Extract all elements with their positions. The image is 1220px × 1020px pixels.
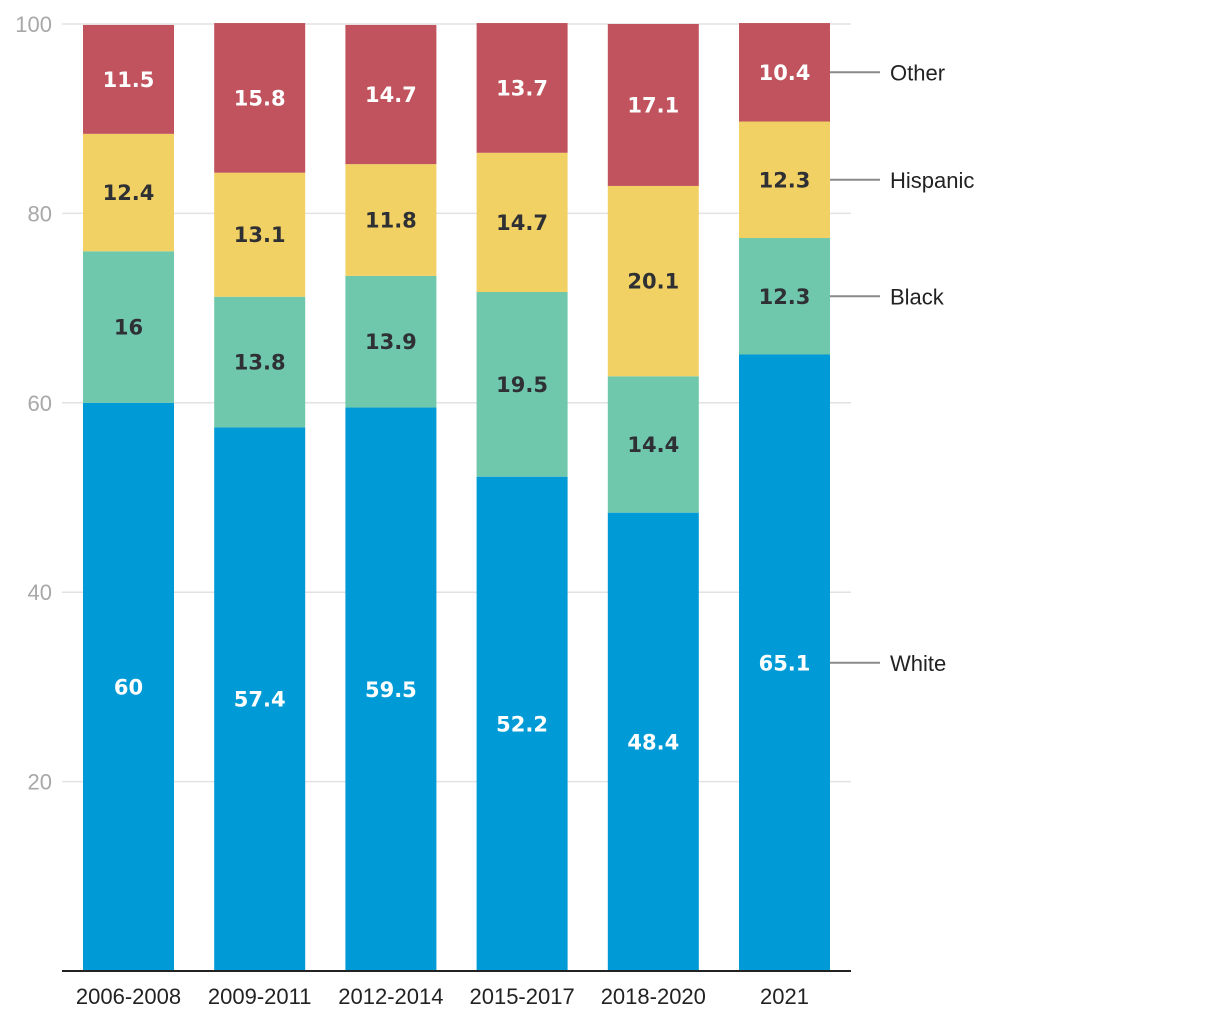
bar-other-2021	[739, 23, 830, 122]
bar-label-black-2006-2008: 16	[114, 316, 143, 340]
bar-hispanic-2012-2014	[345, 164, 437, 276]
bar-label-hispanic-2006-2008: 12.4	[103, 181, 155, 205]
x-tick-label-2009-2011: 2009-2011	[208, 984, 312, 1009]
legend-entry-hispanic: Hispanic	[890, 168, 974, 193]
bar-label-other-2006-2008: 11.5	[103, 68, 155, 92]
bar-label-white-2006-2008: 60	[114, 675, 143, 699]
bar-white-2015-2017	[476, 476, 568, 971]
x-axis-category-labels: 2006-2008 2009-2011 2012-2014 2015-2017 2018…	[76, 984, 809, 1009]
x-tick-label-2006-2008: 2006-2008	[76, 984, 181, 1009]
bar-black-2018-2020	[607, 376, 699, 513]
bar-white-2006-2008	[83, 402, 174, 971]
bar-other-2006-2008	[83, 24, 174, 134]
bar-black-2006-2008	[83, 251, 174, 403]
bar-label-hispanic-2009-2011: 13.1	[234, 223, 286, 247]
bar-label-other-2021: 10.4	[759, 61, 811, 85]
bar-label-black-2009-2011: 13.8	[234, 351, 286, 375]
bar-white-2018-2020	[607, 512, 699, 971]
y-tick-label-40: 40	[28, 580, 52, 605]
bar-label-black-2021: 12.3	[759, 285, 811, 309]
gridlines	[62, 23, 851, 783]
bars	[83, 23, 830, 971]
bar-label-white-2015-2017: 52.2	[496, 712, 548, 736]
x-tick-label-2012-2014: 2012-2014	[338, 984, 443, 1009]
x-tick-label-2021: 2021	[760, 984, 809, 1009]
bar-label-white-2018-2020: 48.4	[627, 730, 679, 754]
bar-black-2021	[739, 238, 830, 355]
bar-other-2009-2011	[214, 23, 306, 173]
y-tick-label-60: 60	[28, 391, 52, 416]
bar-black-2015-2017	[476, 292, 568, 477]
bar-label-hispanic-2012-2014: 11.8	[365, 209, 417, 233]
legend-entry-white: White	[890, 651, 946, 676]
bar-other-2018-2020	[607, 24, 699, 186]
bar-label-black-2018-2020: 14.4	[627, 433, 679, 457]
y-tick-label-100: 100	[15, 12, 52, 37]
y-tick-label-80: 80	[28, 201, 52, 226]
bar-label-other-2012-2014: 14.7	[365, 83, 417, 107]
bar-label-hispanic-2018-2020: 20.1	[627, 270, 679, 294]
bar-label-hispanic-2021: 12.3	[759, 168, 811, 192]
y-axis-ticks: 20 40 60 80 100	[15, 12, 52, 795]
bar-label-white-2021: 65.1	[759, 651, 811, 675]
bar-label-other-2015-2017: 13.7	[496, 76, 548, 100]
bar-white-2009-2011	[214, 427, 306, 971]
bar-black-2012-2014	[345, 275, 437, 408]
bar-label-black-2012-2014: 13.9	[365, 330, 417, 354]
bar-black-2009-2011	[214, 296, 306, 428]
bar-other-2015-2017	[476, 23, 568, 153]
bar-label-white-2012-2014: 59.5	[365, 678, 417, 702]
bar-white-2021	[739, 354, 830, 971]
x-tick-label-2015-2017: 2015-2017	[469, 984, 574, 1009]
bar-white-2012-2014	[345, 407, 437, 971]
bar-label-white-2009-2011: 57.4	[234, 688, 286, 712]
x-tick-label-2018-2020: 2018-2020	[601, 984, 706, 1009]
bar-other-2012-2014	[345, 24, 437, 165]
bar-label-other-2009-2011: 15.8	[234, 86, 286, 110]
bar-value-labels: 60 16 12.4 11.5 57.4 13.8 13.1 15.8 59.5 13.9 11.8…	[103, 61, 811, 755]
bar-hispanic-2006-2008	[83, 133, 174, 252]
bar-hispanic-2018-2020	[607, 185, 699, 377]
bar-label-other-2018-2020: 17.1	[627, 93, 679, 117]
bar-hispanic-2015-2017	[476, 152, 568, 293]
legend: White Black Hispanic Other	[830, 60, 974, 676]
y-tick-label-20: 20	[28, 770, 52, 795]
bar-label-black-2015-2017: 19.5	[496, 373, 548, 397]
legend-entry-other: Other	[890, 60, 945, 85]
bar-hispanic-2021	[739, 121, 830, 239]
legend-entry-black: Black	[890, 284, 945, 309]
bar-label-hispanic-2015-2017: 14.7	[496, 211, 548, 235]
bar-hispanic-2009-2011	[214, 172, 306, 297]
